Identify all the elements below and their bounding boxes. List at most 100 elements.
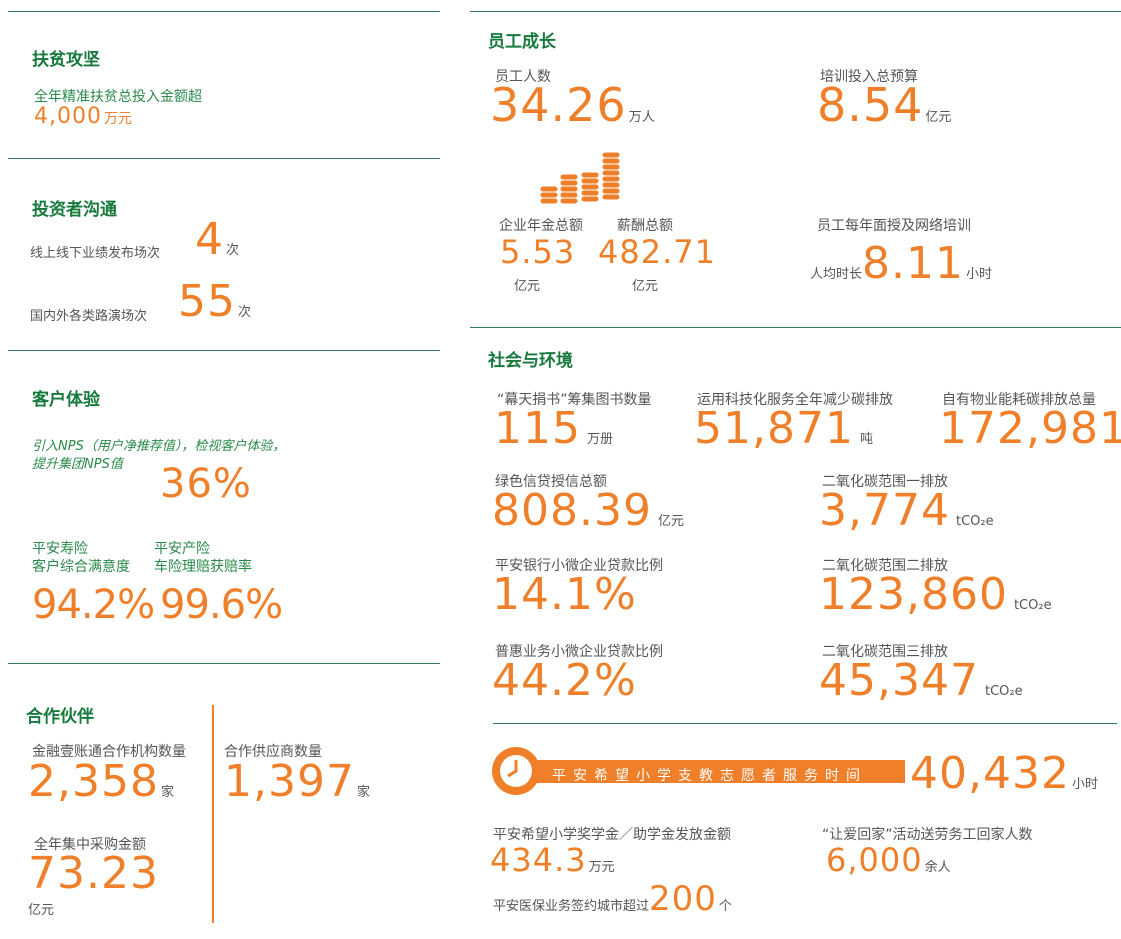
- value: 5.53: [500, 233, 576, 271]
- value: 51,871: [694, 403, 854, 454]
- stat: 115 万册: [494, 407, 613, 451]
- label: 普惠业务小微企业贷款比例: [495, 644, 663, 660]
- divider: [470, 11, 1121, 12]
- stat: 51,871 吨: [694, 407, 873, 451]
- stat: 4,000 万元: [34, 106, 132, 128]
- unit: 吨: [859, 432, 873, 447]
- divider: [470, 327, 1121, 328]
- value: 73.23: [28, 848, 159, 899]
- value: 808.39: [492, 485, 652, 536]
- label: 客户综合满意度: [32, 559, 130, 575]
- value: 36%: [160, 461, 252, 507]
- unit: 家: [356, 785, 370, 800]
- value: 115: [494, 403, 581, 454]
- heading: 合作伙伴: [26, 707, 94, 727]
- stat: 55 次: [178, 280, 251, 324]
- value: 1,397: [224, 756, 355, 807]
- value: 34.26: [490, 78, 627, 132]
- unit: tCO₂e: [955, 514, 994, 529]
- label: 线上线下业绩发布场次: [30, 246, 161, 261]
- value: 14.1%: [492, 569, 637, 620]
- stat: 44.2%: [492, 659, 637, 703]
- heading: 投资者沟通: [32, 200, 117, 220]
- value: 44.2%: [492, 655, 637, 706]
- unit: 小时: [965, 267, 992, 282]
- divider: [8, 158, 440, 159]
- stat: 2,358 家: [28, 760, 174, 804]
- label: 国内外各类路演场次: [30, 309, 148, 324]
- value: 99.6%: [160, 582, 283, 628]
- unit: 亿元: [632, 279, 659, 294]
- unit: 家: [160, 785, 174, 800]
- stat: 123,860 tCO₂e: [819, 573, 1052, 617]
- label: 企业年金总额: [499, 218, 583, 234]
- stat: 45,347 tCO₂e: [819, 659, 1023, 703]
- stat: 8.54 亿元: [817, 82, 951, 128]
- label: 员工人数: [495, 69, 551, 85]
- heading: 扶贫攻坚: [32, 50, 100, 70]
- coins-icon: [539, 151, 621, 205]
- divider: [8, 11, 440, 12]
- label: “让爱回家”活动送劳务工回家人数: [822, 827, 1033, 843]
- value: 45,347: [819, 655, 979, 706]
- value: 3,774: [819, 485, 950, 536]
- value: 40,432: [910, 748, 1070, 799]
- unit: 次: [226, 243, 240, 258]
- unit: 万册: [586, 432, 613, 447]
- stat: 40,432 小时: [910, 752, 1098, 796]
- label: 二氧化碳范围二排放: [822, 558, 948, 574]
- value: 8.11: [862, 238, 964, 289]
- label: 人均时长: [810, 267, 863, 282]
- label: 平安医保业务签约城市超过: [493, 899, 650, 914]
- label: 培训投入总预算: [820, 69, 918, 85]
- stat: 6,000 余人: [826, 844, 951, 876]
- value: 123,860: [819, 569, 1008, 620]
- value: 94.2%: [32, 582, 155, 628]
- label: 全年精准扶贫总投入金额超: [34, 89, 202, 105]
- value: 4,000: [34, 104, 102, 129]
- label: 全年集中采购金额: [34, 837, 146, 853]
- value: 8.54: [817, 78, 924, 132]
- value: 2,358: [28, 756, 159, 807]
- unit: 次: [238, 305, 252, 320]
- label: 绿色信贷授信总额: [495, 474, 607, 490]
- stat: 人均时长 8.11 小时: [810, 242, 992, 286]
- unit: 万元: [588, 860, 615, 875]
- value: 55: [178, 276, 236, 327]
- unit: 亿元: [514, 279, 541, 294]
- label: 平安寿险: [32, 541, 88, 557]
- volunteer-banner: [492, 747, 905, 795]
- stat: 14.1%: [492, 573, 637, 617]
- value: 434.3: [490, 841, 587, 879]
- label: 自有物业能耗碳排放总量: [942, 392, 1096, 408]
- stat: 34.26 万人: [490, 82, 655, 128]
- unit: tCO₂e: [984, 684, 1023, 699]
- label: 二氧化碳范围三排放: [822, 644, 948, 660]
- label: 员工每年面授及网络培训: [817, 218, 971, 234]
- note: 引入NPS（用户净推荐值），检视客户体验，: [32, 439, 286, 454]
- note: 提升集团NPS值: [32, 457, 123, 472]
- unit: 亿元: [925, 110, 952, 125]
- value: 200: [649, 879, 717, 919]
- value: 6,000: [826, 841, 923, 879]
- value: 482.71: [598, 233, 716, 271]
- divider: [493, 723, 1117, 724]
- unit: 亿元: [28, 903, 55, 918]
- stat: 172,981吨: [939, 407, 1121, 451]
- value: 4: [195, 214, 224, 265]
- heading: 社会与环境: [488, 351, 573, 371]
- label: 薪酬总额: [617, 218, 673, 234]
- label: 车险理赔获赔率: [154, 559, 252, 575]
- label: 平安银行小微企业贷款比例: [495, 558, 663, 574]
- stat: 3,774 tCO₂e: [819, 489, 994, 533]
- label: 平安希望小学奖学金／助学金发放金额: [493, 827, 731, 843]
- unit: tCO₂e: [1013, 598, 1052, 613]
- unit: 万人: [628, 110, 655, 125]
- heading: 客户体验: [32, 390, 100, 410]
- stat: 1,397 家: [224, 760, 370, 804]
- label: 金融壹账通合作机构数量: [32, 744, 186, 760]
- divider: [212, 705, 214, 923]
- banner-label: 平安希望小学支教志愿者服务时间: [552, 768, 867, 784]
- label: 平安产险: [154, 541, 210, 557]
